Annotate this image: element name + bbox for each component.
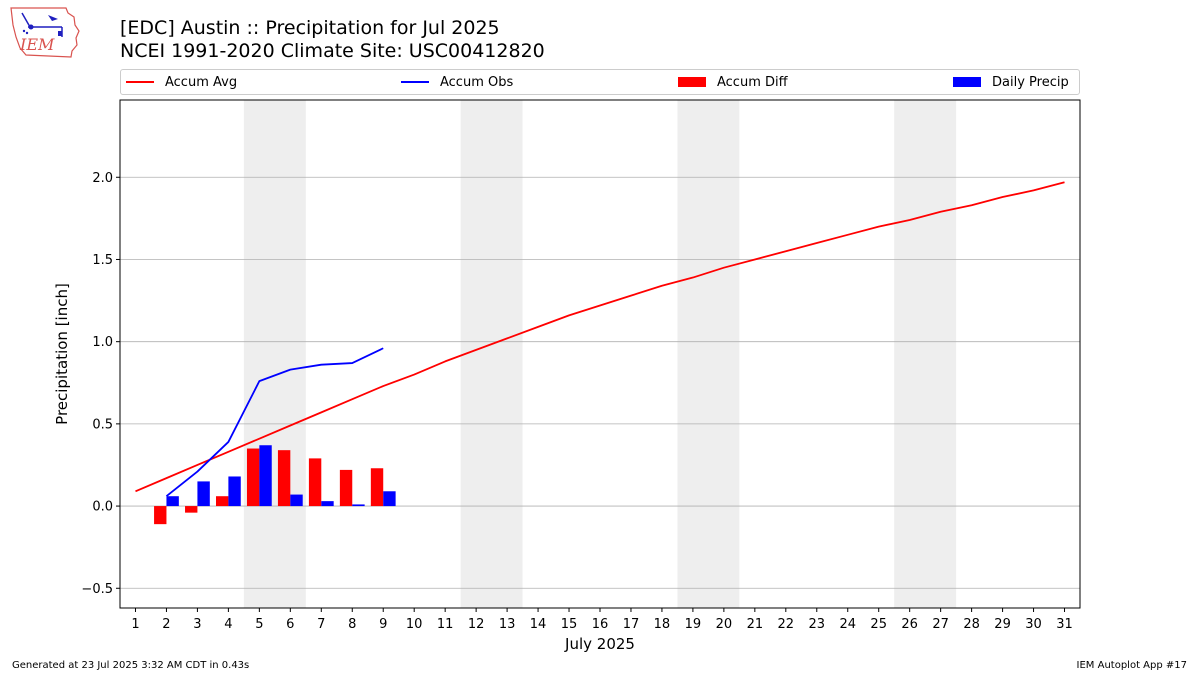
- legend-swatch-daily-precip: [953, 77, 981, 87]
- x-tick-label: 26: [901, 617, 918, 632]
- x-tick-label: 6: [286, 617, 294, 632]
- legend-item-accum-diff: Accum Diff: [678, 73, 788, 91]
- bar-accum-diff: [246, 448, 260, 507]
- bar-daily-precip: [383, 491, 396, 507]
- legend-label-accum-diff: Accum Diff: [717, 74, 788, 90]
- legend-item-accum-obs: Accum Obs: [401, 73, 513, 91]
- x-tick-label: 8: [348, 617, 356, 632]
- x-tick-label: 11: [437, 617, 454, 632]
- bar-daily-precip: [166, 496, 179, 507]
- x-tick-label: 7: [317, 617, 325, 632]
- bar-daily-precip: [321, 501, 334, 507]
- legend-label-accum-obs: Accum Obs: [440, 74, 514, 90]
- x-tick-label: 15: [561, 617, 578, 632]
- x-tick-label: 25: [870, 617, 887, 632]
- weekend-band-1: [460, 100, 523, 608]
- x-tick-label: 19: [685, 617, 702, 632]
- x-tick-label: 2: [162, 617, 170, 632]
- line-accum-avg: [135, 181, 1065, 493]
- y-tick-label: 2.0: [92, 171, 113, 186]
- chart-subtitle: NCEI 1991-2020 Climate Site: USC00412820: [120, 40, 545, 62]
- legend-item-daily-precip: Daily Precip: [953, 73, 1069, 91]
- footer-generated: Generated at 23 Jul 2025 3:32 AM CDT in …: [12, 660, 250, 671]
- bar-accum-diff: [339, 469, 353, 507]
- line-accum-obs: [165, 347, 384, 497]
- x-tick-label: 13: [499, 617, 516, 632]
- series-lines: [135, 181, 1065, 497]
- x-axis-label: July 2025: [564, 635, 635, 653]
- x-tick-label: 3: [193, 617, 201, 632]
- x-tick-label: 18: [654, 617, 671, 632]
- x-tick-label: 27: [932, 617, 949, 632]
- legend-swatch-accum-diff: [678, 77, 706, 87]
- weekend-band-3: [894, 100, 957, 608]
- y-tick-label: 1.5: [92, 253, 113, 268]
- x-tick-label: 22: [778, 617, 795, 632]
- x-tick-label: 20: [716, 617, 733, 632]
- weekend-band-2: [677, 100, 740, 608]
- x-tick-label: 5: [255, 617, 263, 632]
- chart-title: [EDC] Austin :: Precipitation for Jul 20…: [120, 17, 500, 39]
- y-tick-label: 0.5: [92, 417, 113, 432]
- bar-daily-precip: [352, 504, 365, 507]
- x-tick-label: 21: [747, 617, 764, 632]
- y-axis-ticks: −0.5 0.0 0.5 1.0 1.5 2.0: [81, 171, 120, 597]
- x-tick-label: 29: [994, 617, 1011, 632]
- x-tick-label: 4: [224, 617, 232, 632]
- x-tick-label: 28: [963, 617, 980, 632]
- y-tick-label: 1.0: [92, 335, 113, 350]
- weekend-shading: [243, 100, 957, 608]
- logo-text: IEM: [19, 35, 55, 54]
- weekend-band-0: [243, 100, 306, 608]
- bars: [154, 445, 396, 525]
- x-tick-label: 10: [406, 617, 423, 632]
- bar-accum-diff: [216, 496, 229, 507]
- bar-accum-diff: [154, 506, 167, 525]
- legend-swatch-accum-avg: [126, 81, 154, 83]
- x-tick-label: 23: [809, 617, 826, 632]
- legend-swatch-accum-obs: [401, 81, 429, 83]
- bar-accum-diff: [308, 458, 322, 507]
- x-tick-label: 30: [1025, 617, 1042, 632]
- gridlines: [120, 176, 1080, 589]
- x-tick-label: 1: [131, 617, 139, 632]
- bar-accum-diff: [370, 468, 384, 507]
- x-tick-label: 16: [592, 617, 609, 632]
- legend: Accum Avg Accum Obs Accum Diff Daily Pre…: [120, 69, 1080, 95]
- x-tick-label: 31: [1056, 617, 1073, 632]
- x-axis-ticks: 1 2 3 4 5 6 7 8 9 10 11 12 13 14 15 16 17 18 19 20 21 22 23 24 2…: [131, 608, 1073, 632]
- legend-item-accum-avg: Accum Avg: [126, 73, 237, 91]
- bar-daily-precip: [228, 476, 241, 507]
- x-tick-label: 14: [530, 617, 547, 632]
- bar-accum-diff: [185, 506, 198, 513]
- y-tick-label: −0.5: [81, 582, 113, 597]
- footer-app: IEM Autoplot App #17: [1076, 660, 1187, 671]
- legend-label-daily-precip: Daily Precip: [992, 74, 1069, 90]
- iem-logo-icon: IEM: [10, 7, 80, 58]
- x-tick-label: 24: [839, 617, 856, 632]
- bar-daily-precip: [197, 481, 210, 507]
- bar-daily-precip: [259, 445, 272, 507]
- x-tick-label: 9: [379, 617, 387, 632]
- x-tick-label: 12: [468, 617, 485, 632]
- x-tick-label: 17: [623, 617, 640, 632]
- legend-label-accum-avg: Accum Avg: [165, 74, 238, 90]
- y-tick-label: 0.0: [92, 500, 113, 515]
- bar-accum-diff: [277, 450, 291, 507]
- bar-daily-precip: [290, 494, 303, 507]
- y-axis-label: Precipitation [inch]: [53, 283, 71, 425]
